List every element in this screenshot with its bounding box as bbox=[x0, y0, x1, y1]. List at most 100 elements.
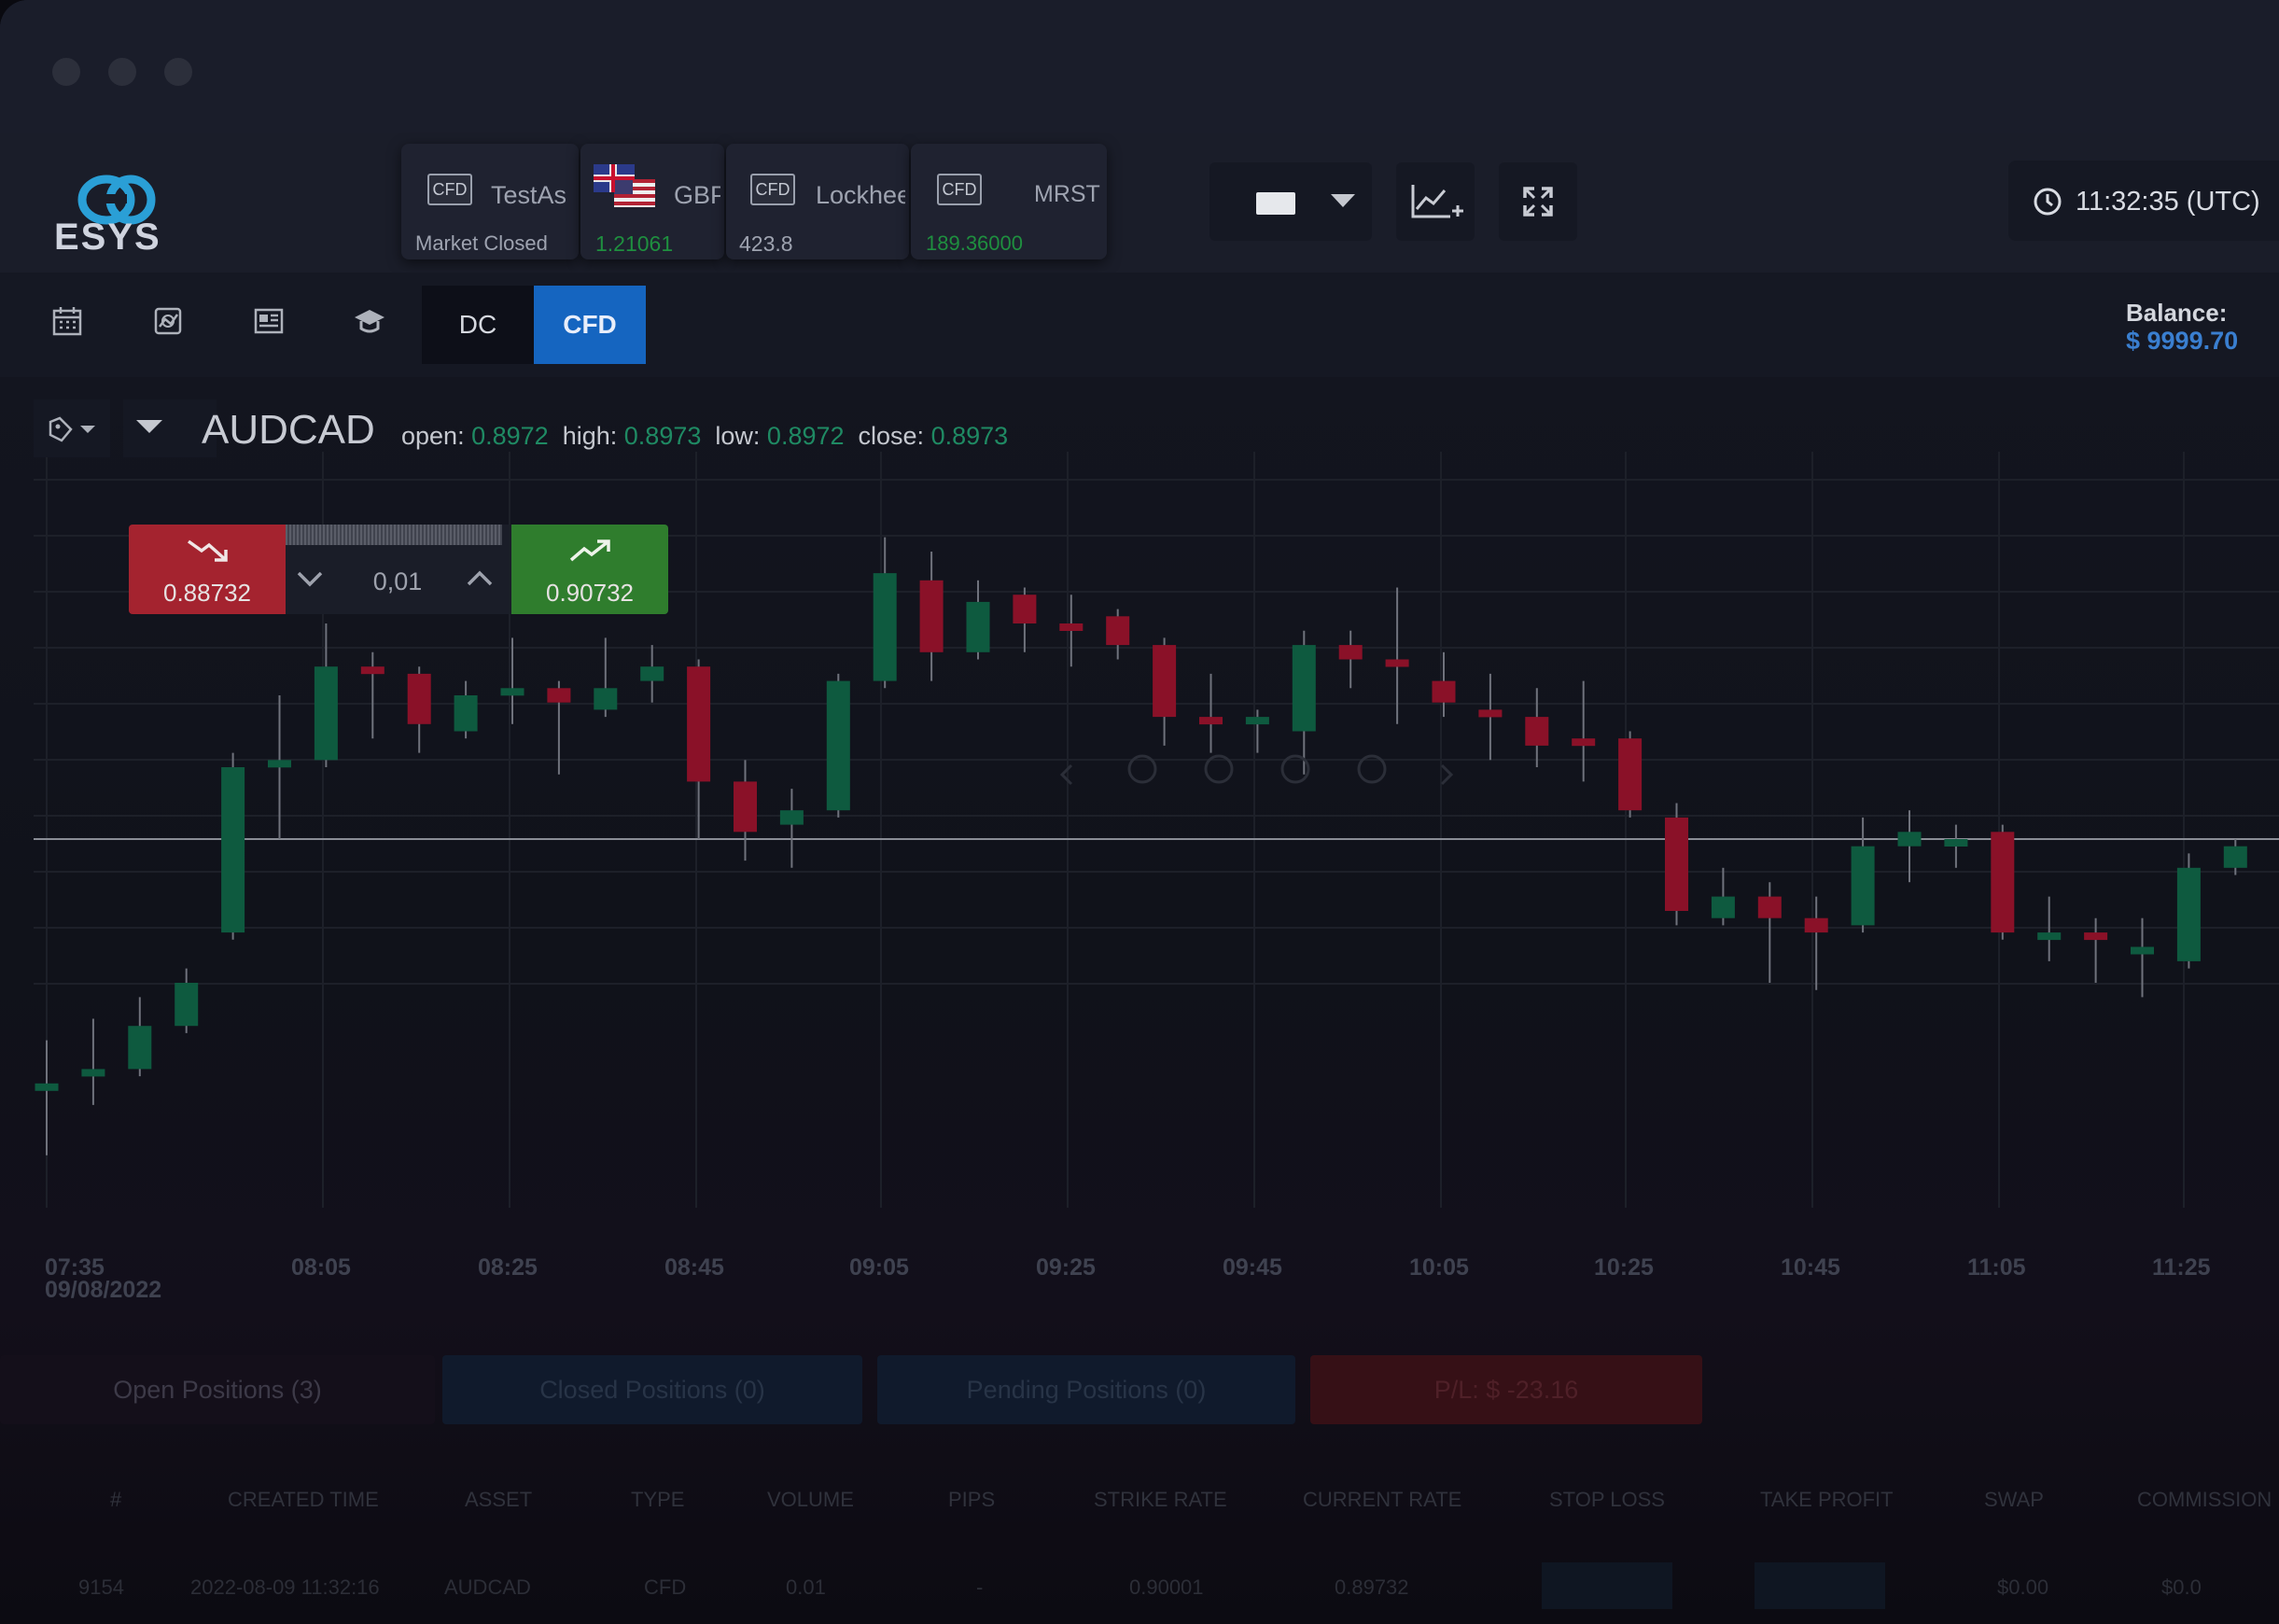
fullscreen-icon bbox=[1523, 187, 1553, 217]
candle-down bbox=[1991, 832, 2015, 933]
candlestick-chart[interactable]: 07:35 08:05 08:25 08:45 09:05 09:25 09:45 10:05… bbox=[0, 377, 2279, 1310]
us-flag-icon bbox=[614, 179, 655, 207]
candle-down bbox=[1478, 709, 1503, 718]
esys-logo[interactable] bbox=[52, 161, 183, 254]
candle-up bbox=[314, 666, 338, 761]
stop-loss-field[interactable] bbox=[1542, 1562, 1672, 1609]
sell-button[interactable]: 0.88732 bbox=[129, 525, 286, 614]
cell-created-time: 2022-08-09 11:32:16 bbox=[190, 1575, 380, 1599]
zoom-fit-icon bbox=[1357, 754, 1387, 784]
quantity-header bbox=[286, 525, 502, 545]
logo-text: ESYS bbox=[54, 217, 161, 258]
ticker-name: MRST bbox=[1034, 181, 1100, 207]
minimize-window-icon[interactable] bbox=[108, 58, 136, 86]
decrease-icon[interactable] bbox=[297, 571, 323, 588]
title-bar bbox=[0, 0, 2279, 133]
add-indicator-button[interactable] bbox=[1396, 162, 1475, 241]
sell-price: 0.88732 bbox=[163, 579, 251, 607]
candle-up bbox=[594, 688, 618, 710]
column-header: # bbox=[110, 1488, 122, 1511]
tab-open-positions[interactable]: Open Positions (3) bbox=[0, 1355, 435, 1424]
zoom-out-icon bbox=[1204, 754, 1234, 784]
news-icon[interactable] bbox=[252, 304, 286, 338]
candle-up bbox=[1292, 645, 1316, 732]
ticker-name: GBP bbox=[674, 181, 720, 209]
candle-up bbox=[873, 573, 897, 681]
column-header: STRIKE RATE bbox=[1094, 1488, 1227, 1511]
candle-up bbox=[81, 1069, 105, 1077]
header-bar: ESYS CFD TestAs Market Closed GBP 1.2106… bbox=[0, 133, 2279, 274]
candle-up bbox=[1851, 846, 1875, 926]
trade-panel: 0.88732 0,01 0.90732 bbox=[129, 525, 668, 618]
tab-label: Pending Positions (0) bbox=[966, 1376, 1207, 1404]
chart-area[interactable]: 07:35 08:05 08:25 08:45 09:05 09:25 09:45 10:05… bbox=[0, 377, 2279, 1310]
cell-volume: 0.01 bbox=[786, 1575, 826, 1599]
column-header: COMMISSION bbox=[2137, 1488, 2272, 1511]
maximize-window-icon[interactable] bbox=[164, 58, 192, 86]
candle-down bbox=[1153, 645, 1177, 718]
take-profit-field[interactable] bbox=[1755, 1562, 1885, 1609]
candle-down bbox=[919, 580, 944, 652]
x-tick-label: 09:25 bbox=[1036, 1254, 1096, 1281]
server-clock: 11:32:35 (UTC) bbox=[2008, 161, 2279, 241]
column-header: TAKE PROFIT bbox=[1760, 1488, 1894, 1511]
drawing-tools-dropdown[interactable] bbox=[34, 399, 110, 457]
candle-down bbox=[1199, 717, 1223, 725]
candle-up bbox=[268, 760, 291, 768]
cell-current-rate: 0.89732 bbox=[1335, 1575, 1409, 1599]
education-icon[interactable] bbox=[353, 304, 386, 338]
x-tick-label: 10:25 bbox=[1594, 1254, 1654, 1281]
ticker-mrst[interactable]: CFD MRST 189.36000 bbox=[911, 144, 1107, 259]
chart-type-dropdown[interactable] bbox=[1209, 162, 1372, 241]
x-tick-label: 09:05 bbox=[849, 1254, 909, 1281]
candle-down bbox=[1385, 659, 1409, 667]
tab-closed-positions[interactable]: Closed Positions (0) bbox=[442, 1355, 862, 1424]
cell-type: CFD bbox=[644, 1575, 687, 1599]
cfd-mode-button[interactable]: CFD bbox=[534, 286, 646, 364]
increase-icon[interactable] bbox=[467, 569, 493, 586]
close-window-icon[interactable] bbox=[52, 58, 80, 86]
dc-mode-button[interactable]: DC bbox=[422, 286, 534, 364]
main-toolbar: DC CFD Balance: $ 9999.70 bbox=[0, 273, 2279, 377]
symbol-dropdown[interactable] bbox=[123, 399, 217, 457]
high-value: 0.8973 bbox=[623, 422, 702, 450]
cfd-badge: CFD bbox=[750, 174, 795, 205]
x-tick-label: 08:25 bbox=[478, 1254, 538, 1281]
cell-swap: $0.00 bbox=[1997, 1575, 2049, 1599]
candle-up bbox=[454, 695, 478, 732]
candle-down bbox=[1432, 680, 1456, 703]
ticker-testasset[interactable]: CFD TestAs Market Closed bbox=[401, 144, 579, 259]
column-header: PIPS bbox=[948, 1488, 996, 1511]
analysis-icon[interactable] bbox=[151, 304, 185, 338]
candle-up bbox=[1245, 717, 1269, 725]
cell-strike-rate: 0.90001 bbox=[1129, 1575, 1204, 1599]
quantity-value[interactable]: 0,01 bbox=[372, 567, 423, 595]
ticker-gbpusd[interactable]: GBP 1.21061 bbox=[580, 144, 724, 259]
pnl-summary: P/L: $ -23.16 bbox=[1310, 1355, 1702, 1424]
column-header: SWAP bbox=[1984, 1488, 2044, 1511]
column-header: VOLUME bbox=[767, 1488, 854, 1511]
cell-id: 9154 bbox=[78, 1575, 124, 1599]
x-tick-label: 08:05 bbox=[291, 1254, 351, 1281]
ticker-name: Lockhee bbox=[816, 181, 905, 209]
candle-type-icon bbox=[1256, 192, 1295, 215]
candle-up bbox=[35, 1083, 59, 1091]
candle-down bbox=[2084, 932, 2108, 941]
candle-down bbox=[1525, 717, 1549, 746]
candle-down bbox=[407, 673, 431, 724]
candle-down bbox=[1059, 623, 1084, 631]
column-header: TYPE bbox=[631, 1488, 685, 1511]
candle-up bbox=[500, 688, 524, 696]
tab-pending-positions[interactable]: Pending Positions (0) bbox=[877, 1355, 1295, 1424]
ticker-price: 1.21061 bbox=[595, 231, 674, 256]
zoom-reset-icon bbox=[1280, 754, 1310, 784]
calendar-icon[interactable] bbox=[50, 304, 84, 338]
buy-button[interactable]: 0.90732 bbox=[511, 525, 668, 614]
ticker-status: Market Closed bbox=[415, 231, 548, 255]
fullscreen-button[interactable] bbox=[1499, 162, 1577, 241]
candle-down bbox=[1665, 817, 1688, 911]
close-value: 0.8973 bbox=[930, 422, 1009, 450]
ticker-lockheed[interactable]: CFD Lockhee 423.8 bbox=[726, 144, 909, 259]
low-value: 0.8972 bbox=[766, 422, 845, 450]
ticker-name: TestAs bbox=[491, 181, 567, 209]
